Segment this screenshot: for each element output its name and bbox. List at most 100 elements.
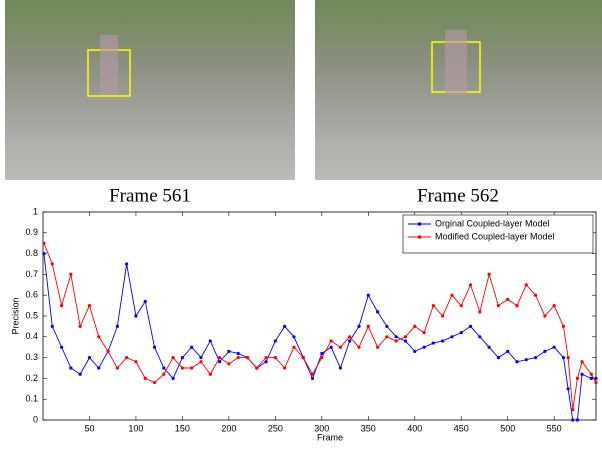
- point: [524, 358, 528, 362]
- point: [171, 356, 175, 360]
- point: [403, 339, 408, 343]
- point: [543, 349, 547, 353]
- x-tick-label: 400: [407, 423, 422, 433]
- point: [338, 345, 343, 349]
- point: [199, 360, 203, 364]
- point: [348, 339, 352, 343]
- point: [459, 331, 463, 335]
- y-tick-label: 0.1: [25, 394, 38, 404]
- point: [162, 366, 166, 370]
- x-tick-label: 550: [547, 423, 562, 433]
- point: [217, 360, 222, 364]
- point: [273, 339, 277, 343]
- legend-label: Orginal Coupled-layer Model: [435, 218, 550, 228]
- point: [190, 366, 194, 370]
- y-tick-label: 0.3: [25, 352, 38, 362]
- point: [357, 324, 361, 328]
- point: [125, 262, 129, 266]
- point: [413, 324, 417, 328]
- point: [543, 314, 547, 318]
- point: [441, 314, 445, 318]
- point: [580, 360, 584, 364]
- point: [255, 366, 259, 370]
- point: [208, 339, 212, 343]
- point: [478, 310, 482, 314]
- point: [515, 304, 519, 308]
- frame-image: [315, 0, 602, 180]
- point: [143, 376, 147, 380]
- point: [171, 376, 175, 380]
- point: [441, 339, 445, 343]
- x-tick-label: 300: [314, 423, 329, 433]
- point: [594, 376, 598, 380]
- series-line: [43, 253, 596, 421]
- point: [134, 314, 138, 318]
- point: [329, 339, 333, 343]
- point: [524, 283, 528, 287]
- y-tick-label: 0.6: [25, 290, 38, 300]
- point: [385, 335, 389, 339]
- point: [533, 293, 538, 297]
- point: [227, 362, 231, 366]
- point: [575, 418, 580, 422]
- point: [506, 349, 510, 353]
- point: [87, 356, 92, 360]
- point: [348, 335, 352, 339]
- point: [566, 387, 570, 391]
- point: [42, 252, 46, 256]
- point: [561, 324, 566, 328]
- point: [320, 356, 324, 360]
- point: [199, 356, 203, 360]
- y-tick-label: 0.7: [25, 269, 38, 279]
- point: [143, 299, 147, 304]
- x-tick-label: 350: [361, 423, 376, 433]
- point: [87, 304, 92, 308]
- point: [42, 241, 46, 245]
- caption: Frame 561: [109, 185, 191, 206]
- point: [468, 283, 473, 287]
- y-tick-label: 0: [33, 414, 38, 424]
- x-tick-label: 50: [84, 423, 94, 433]
- point: [594, 380, 598, 385]
- point: [106, 349, 110, 353]
- point: [450, 293, 454, 297]
- point: [385, 324, 389, 328]
- legend-box: [402, 214, 594, 254]
- x-tick-label: 100: [128, 423, 143, 433]
- point: [59, 304, 64, 308]
- point: [97, 335, 101, 339]
- point: [561, 356, 566, 360]
- point: [273, 356, 277, 360]
- point: [468, 324, 473, 328]
- point: [571, 408, 575, 412]
- point: [552, 345, 556, 349]
- y-tick-label: 0.5: [25, 310, 38, 320]
- point: [487, 272, 491, 276]
- point: [575, 376, 580, 380]
- point: [59, 345, 64, 349]
- point: [50, 324, 54, 328]
- x-tick-label: 450: [454, 423, 469, 433]
- y-axis-label: Precision: [10, 297, 20, 334]
- point: [515, 360, 519, 364]
- point: [589, 372, 593, 376]
- point: [329, 345, 333, 349]
- point: [487, 345, 491, 349]
- point: [431, 304, 435, 308]
- point: [292, 345, 296, 349]
- point: [180, 366, 185, 370]
- point: [320, 351, 324, 356]
- y-tick-label: 0.4: [25, 331, 38, 341]
- point: [366, 324, 370, 328]
- point: [180, 356, 185, 360]
- point: [78, 324, 82, 328]
- point: [236, 356, 240, 360]
- point: [97, 366, 101, 370]
- point: [357, 345, 361, 349]
- point: [115, 324, 119, 328]
- point: [152, 345, 157, 349]
- point: [283, 324, 287, 328]
- point: [292, 335, 296, 339]
